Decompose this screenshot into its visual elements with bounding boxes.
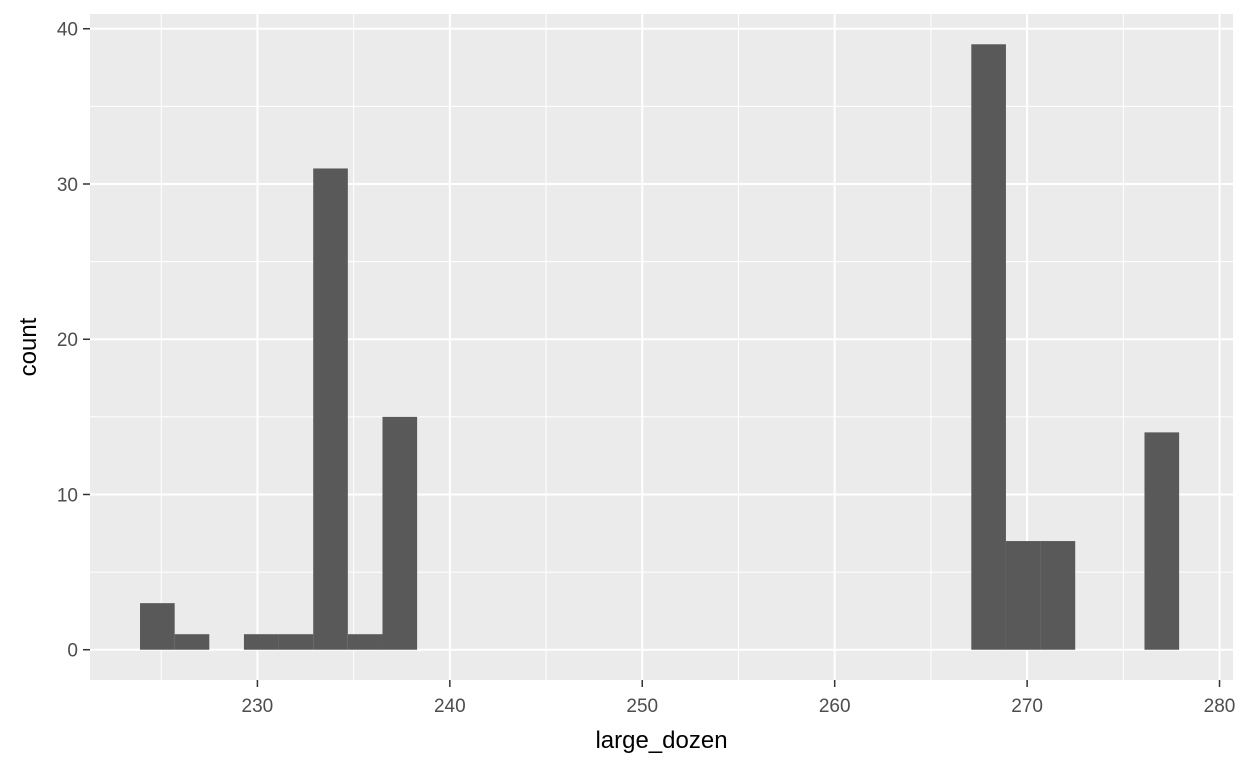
x-axis-title: large_dozen <box>595 727 727 754</box>
histogram-bar <box>140 603 175 650</box>
histogram-bar <box>382 416 418 650</box>
y-tick-label: 40 <box>57 20 78 41</box>
x-tick-label: 230 <box>242 696 274 717</box>
histogram-bar <box>313 168 348 650</box>
major-gridlines <box>90 14 1233 680</box>
y-tick-label: 0 <box>67 641 78 662</box>
y-axis-title: count <box>15 317 42 376</box>
histogram-bar <box>1005 541 1041 650</box>
x-tick-label: 260 <box>819 696 851 717</box>
y-tick-label: 30 <box>57 175 78 196</box>
x-tick-label: 270 <box>1011 696 1043 717</box>
histogram-bar <box>347 634 383 650</box>
x-tick-label: 240 <box>434 696 466 717</box>
histogram-bars <box>140 44 1180 650</box>
y-axis-ticks: 0 10 20 30 40 <box>57 20 90 662</box>
histogram-bar <box>1144 432 1180 650</box>
histogram-bar <box>243 634 279 650</box>
x-tick-label: 280 <box>1204 696 1236 717</box>
y-tick-label: 10 <box>57 485 78 506</box>
histogram-bar <box>971 44 1006 650</box>
histogram-bar <box>1040 541 1076 650</box>
histogram-bar <box>174 634 210 650</box>
x-axis-ticks: 230 240 250 260 270 280 <box>242 680 1236 717</box>
y-tick-label: 20 <box>57 330 78 351</box>
histogram-bar <box>278 634 314 650</box>
x-tick-label: 250 <box>626 696 658 717</box>
